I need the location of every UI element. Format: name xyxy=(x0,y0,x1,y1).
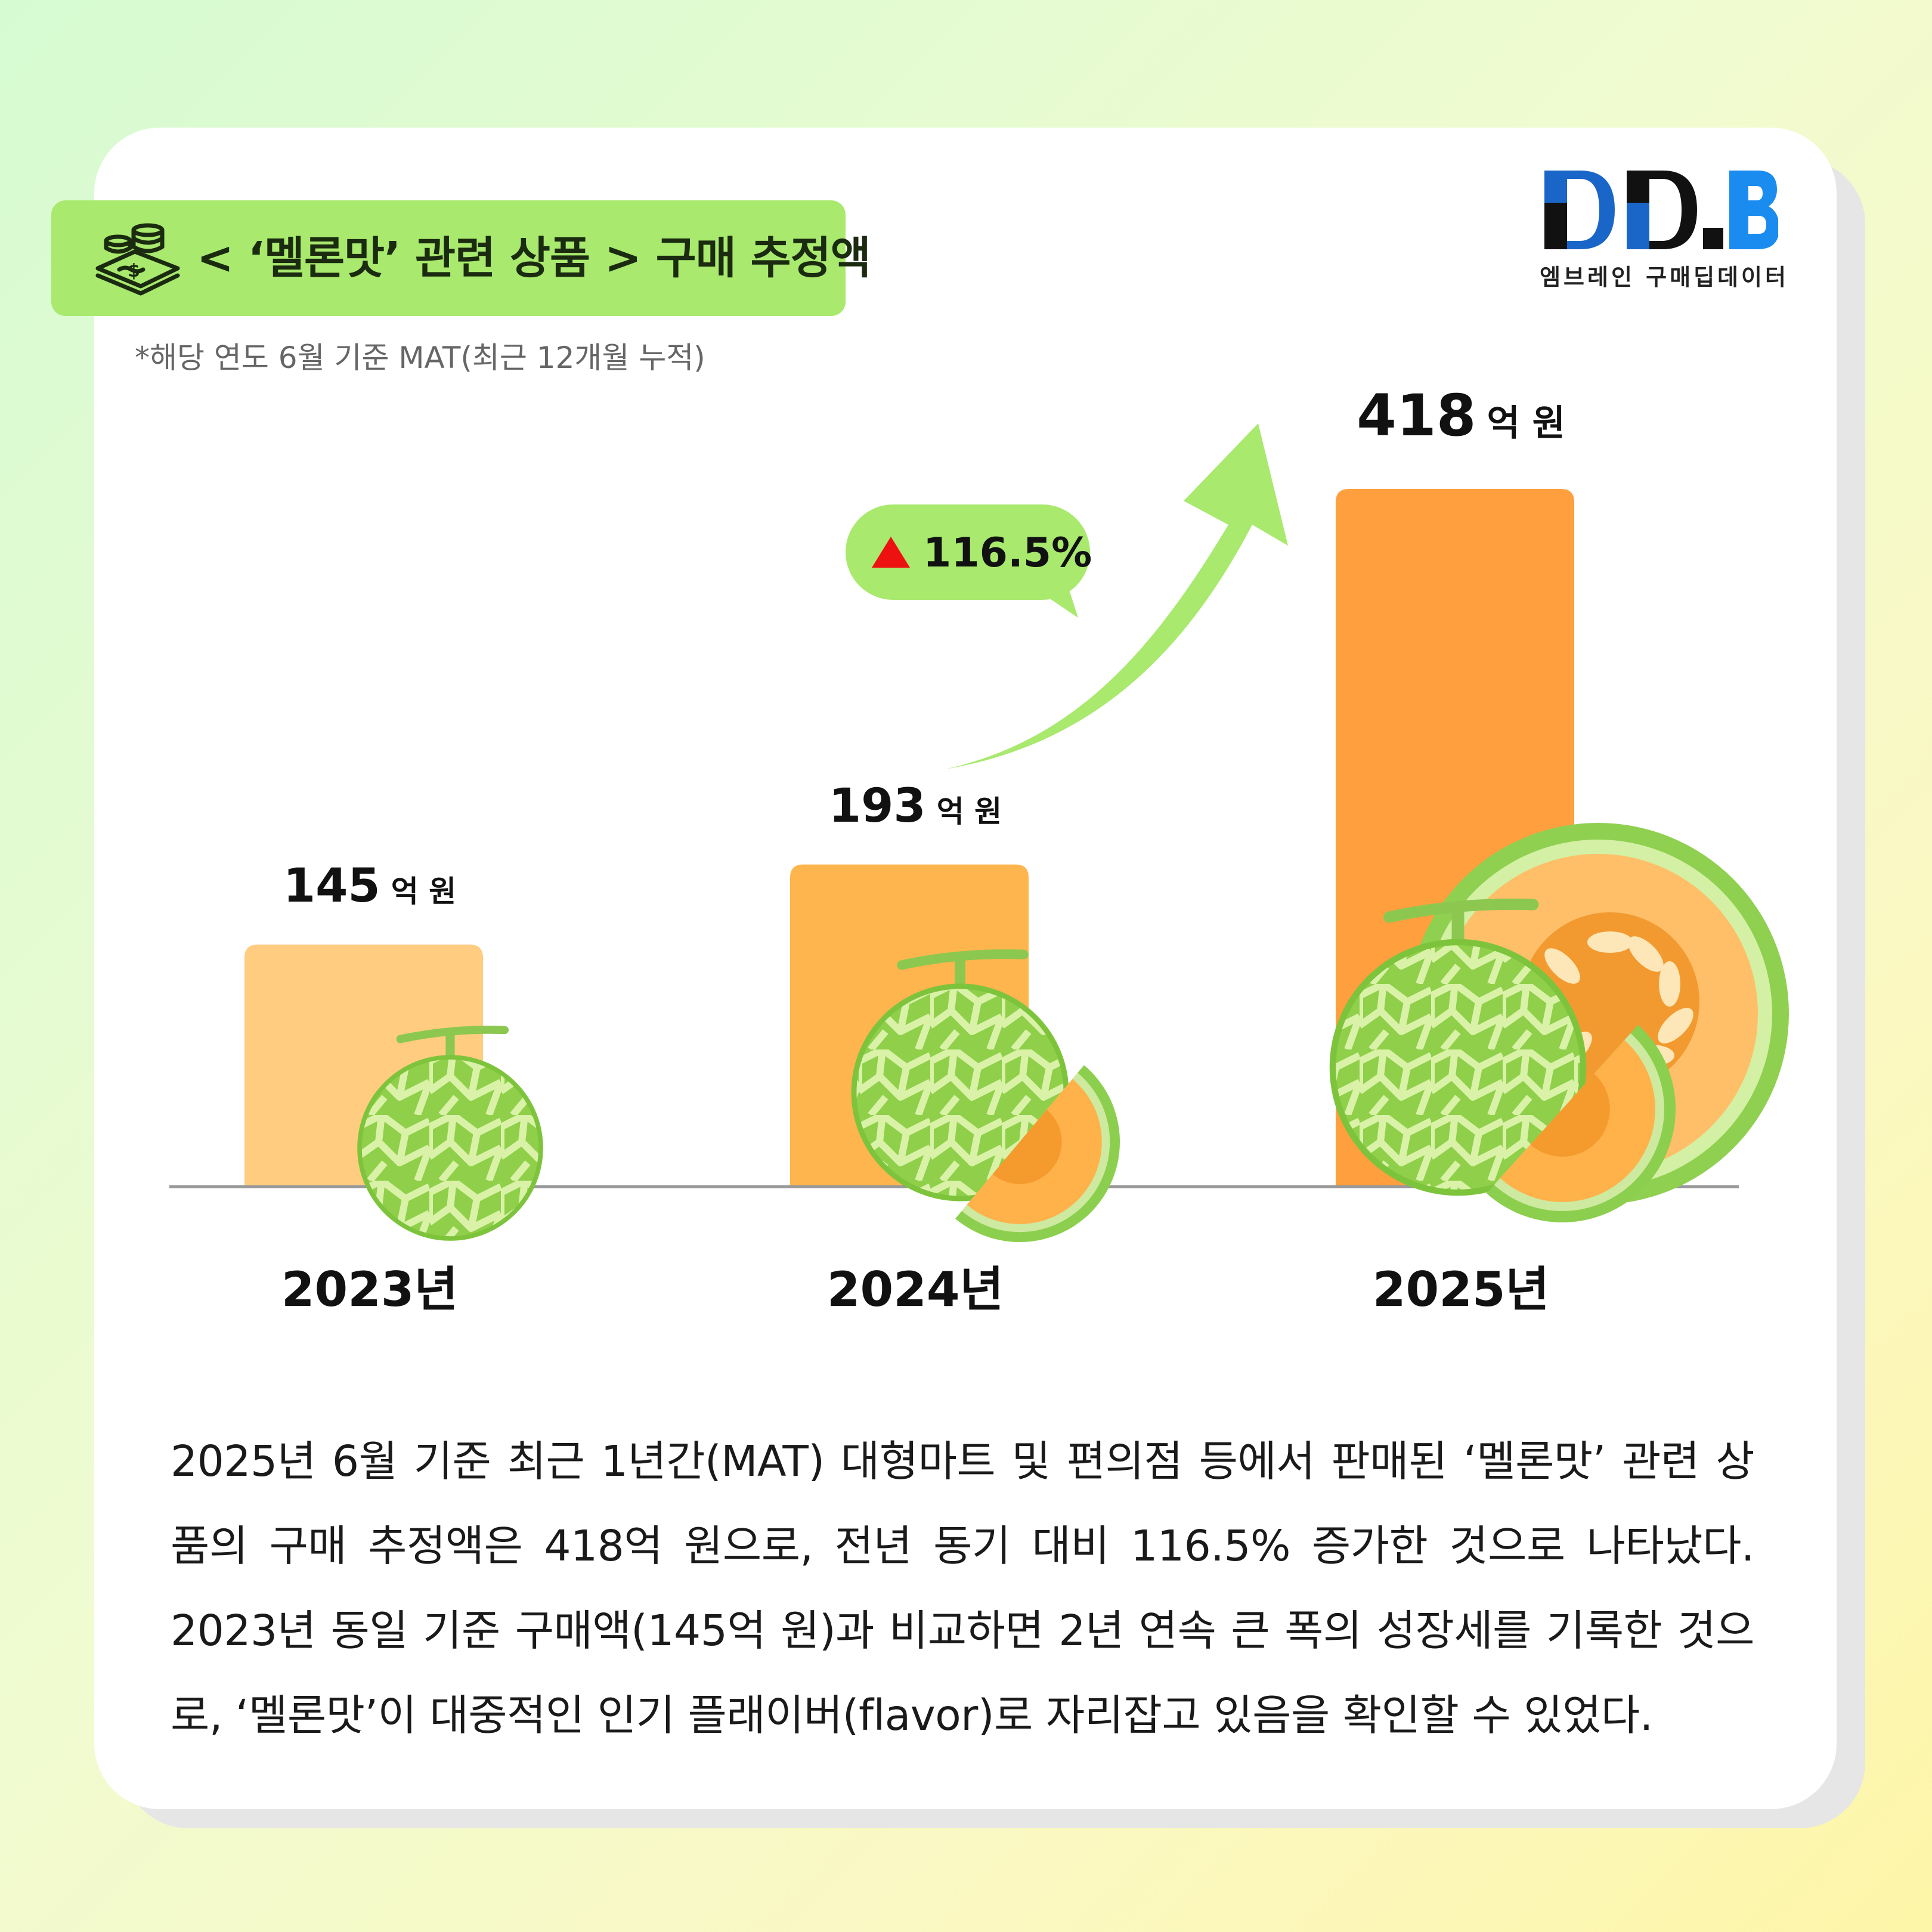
ddb-logo xyxy=(1544,171,1778,249)
summary-paragraph: 2025년 6월 기준 최근 1년간(MAT) 대형마트 및 편의점 등에서 판… xyxy=(171,1436,1755,1740)
growth-arrow-icon xyxy=(945,423,1288,769)
growth-rate-label: 116.5% xyxy=(923,530,1092,577)
x-tick-label: 2023년 xyxy=(281,1262,458,1317)
data-label: 145 억 원 xyxy=(283,859,456,913)
melon-icon xyxy=(1329,898,1587,1196)
chart-title: < ‘멜론맛’ 관련 상품 > 구매 추정액 xyxy=(197,233,871,284)
data-label: 418 억 원 xyxy=(1357,382,1565,449)
melon-icon xyxy=(357,1026,543,1241)
melon-slice-icon xyxy=(1486,1024,1676,1222)
data-label: 193 억 원 xyxy=(829,779,1002,833)
title-box: $ < ‘멜론맛’ 관련 상품 > 구매 추정액 xyxy=(51,200,871,316)
money-coins-icon: $ xyxy=(95,223,180,296)
up-triangle-icon xyxy=(872,537,910,568)
growth-badge: 116.5% xyxy=(846,504,1092,618)
x-tick-label: 2025년 xyxy=(1373,1262,1549,1317)
x-tick-label: 2024년 xyxy=(827,1262,1004,1317)
melon-slice-icon xyxy=(955,1065,1120,1242)
logo-subtitle: 엠브레인 구매딥데이터 xyxy=(1540,264,1789,290)
svg-text:$: $ xyxy=(128,261,140,281)
footnote: *해당 연도 6월 기준 MAT(최근 12개월 누적) xyxy=(135,340,705,375)
